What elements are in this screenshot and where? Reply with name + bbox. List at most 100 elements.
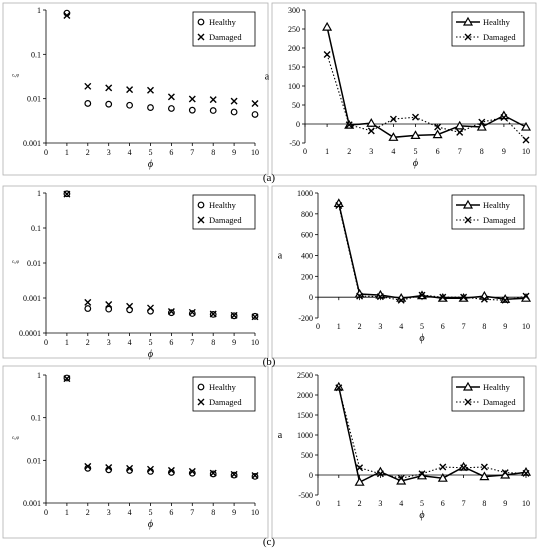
legend-box <box>192 194 256 230</box>
y-tick-label: 600 <box>301 231 313 240</box>
data-point <box>322 21 333 31</box>
legend-marker <box>464 33 472 41</box>
data-point <box>147 304 154 312</box>
legend-label: Healthy <box>483 382 511 392</box>
legend-box <box>451 376 525 412</box>
y-tick-label: -50 <box>289 139 300 148</box>
x-tick-label: 5 <box>414 147 418 156</box>
x-tick-label: 8 <box>480 147 484 156</box>
legend-marker <box>197 201 205 209</box>
x-tick-label: 2 <box>358 499 362 508</box>
x-axis-title: ϕ <box>148 159 153 170</box>
data-point <box>105 301 113 309</box>
data-point <box>167 308 175 316</box>
y-tick-label: 1500 <box>297 411 313 420</box>
x-tick-label: 4 <box>391 147 395 156</box>
data-point <box>251 472 259 480</box>
legend-label: Damaged <box>209 32 242 42</box>
legend-marker <box>197 216 205 224</box>
data-point <box>335 384 343 392</box>
y-tick-label: 800 <box>301 210 313 219</box>
x-tick-label: 7 <box>190 338 194 347</box>
data-point <box>84 298 92 306</box>
x-tick-label: 10 <box>522 499 530 508</box>
legend-label: Damaged <box>483 397 516 407</box>
data-point <box>397 474 405 482</box>
data-point <box>397 296 405 304</box>
data-point <box>437 472 448 482</box>
data-point <box>460 293 468 301</box>
x-tick-label: 9 <box>232 338 236 347</box>
y-tick-label: 2500 <box>297 371 313 380</box>
legend-box <box>192 11 256 47</box>
data-point <box>439 293 447 301</box>
series-damaged <box>335 384 530 482</box>
x-tick-label: 5 <box>149 508 153 517</box>
x-tick-label: 1 <box>337 499 341 508</box>
legend-marker <box>197 383 205 391</box>
y-tick-label: -200 <box>298 314 313 323</box>
y-tick-label: 300 <box>288 6 300 15</box>
series-healthy <box>322 21 532 141</box>
data-point <box>251 473 259 480</box>
chart-frame <box>271 2 537 176</box>
y-tick-label: 200 <box>301 272 313 281</box>
legend-marker <box>462 381 474 391</box>
x-tick-label: 2 <box>86 148 90 157</box>
series-damaged <box>63 375 259 480</box>
x-tick-label: 1 <box>65 148 69 157</box>
y-tick-label: 1 <box>37 6 41 15</box>
y-axis-title: cᵢ,φ <box>12 436 19 441</box>
data-point <box>522 292 530 300</box>
y-tick-label: 0.1 <box>31 224 41 233</box>
x-tick-label: 6 <box>441 322 445 331</box>
data-point <box>147 104 154 111</box>
y-axis-title: a <box>265 72 270 83</box>
series-healthy <box>63 9 259 118</box>
x-axis-title: ϕ <box>148 349 153 360</box>
y-tick-label: 0.0001 <box>19 329 41 338</box>
y-tick-label: 0.1 <box>31 50 41 59</box>
data-point <box>454 120 465 130</box>
data-point <box>251 99 259 107</box>
data-point <box>500 114 508 122</box>
x-tick-label: 7 <box>462 322 466 331</box>
x-tick-label: 5 <box>420 322 424 331</box>
data-point <box>251 313 259 321</box>
data-point <box>366 118 377 127</box>
data-point <box>478 118 486 126</box>
data-point <box>479 471 490 481</box>
data-point <box>418 470 426 478</box>
data-point <box>367 127 375 135</box>
legend-marker <box>197 33 205 41</box>
data-point <box>376 293 384 301</box>
x-tick-label: 5 <box>149 338 153 347</box>
y-tick-label: 50 <box>292 101 300 110</box>
data-point <box>63 12 71 20</box>
legend-label: Damaged <box>209 215 242 225</box>
x-tick-label: 5 <box>149 148 153 157</box>
x-tick-label: 4 <box>128 148 132 157</box>
data-point <box>126 302 134 310</box>
data-point <box>209 469 217 477</box>
x-tick-label: 10 <box>522 322 530 331</box>
series-line <box>326 26 527 139</box>
data-point <box>105 463 113 471</box>
chart-frame <box>2 2 269 176</box>
x-tick-label: 6 <box>441 499 445 508</box>
x-tick-label: 2 <box>358 322 362 331</box>
x-tick-label: 1 <box>337 322 341 331</box>
x-tick-label: 5 <box>420 499 424 508</box>
data-point <box>501 469 509 477</box>
data-point <box>480 295 488 303</box>
legend-label: Healthy <box>483 17 511 27</box>
legend-marker <box>464 398 472 406</box>
y-tick-label: 0.01 <box>27 259 41 268</box>
x-tick-label: 10 <box>522 147 530 156</box>
y-tick-label: 0.01 <box>27 456 41 465</box>
y-tick-label: 1 <box>37 371 41 380</box>
legend-marker <box>197 398 205 406</box>
series-line <box>338 203 527 301</box>
